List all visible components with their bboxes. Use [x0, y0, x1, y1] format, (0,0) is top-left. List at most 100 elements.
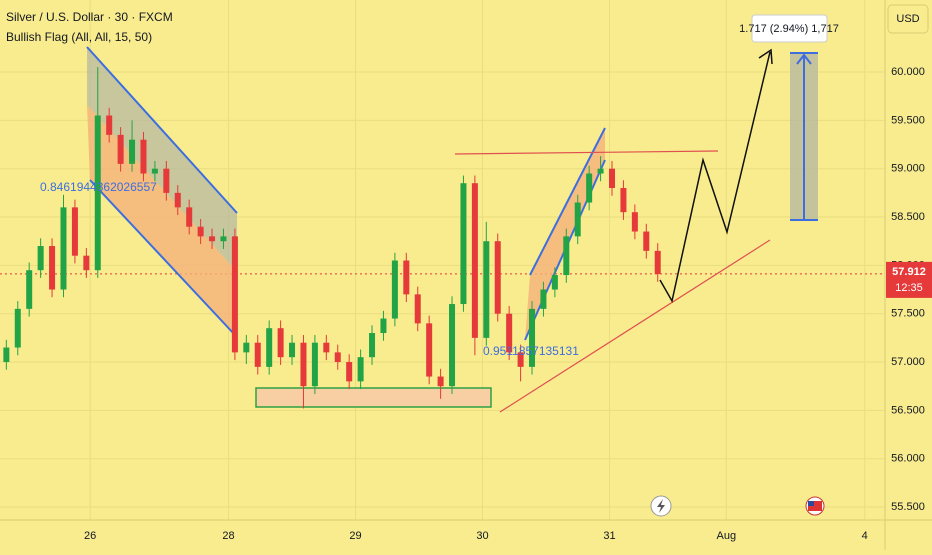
candle-body: [529, 308, 536, 367]
candle-body: [391, 260, 398, 319]
candle-body: [37, 246, 44, 271]
candle-body: [323, 342, 330, 353]
currency: USD: [896, 13, 919, 25]
candle-body: [586, 173, 593, 203]
candle-body: [71, 207, 78, 256]
candle-body: [26, 270, 33, 309]
candle-body: [483, 241, 490, 338]
candle-body: [517, 352, 524, 367]
y-tick-label: 59.500: [891, 114, 925, 126]
candle-body: [620, 188, 627, 213]
candle-body: [129, 139, 136, 164]
candle-body: [597, 168, 604, 174]
indicator-label: Bullish Flag (All, All, 15, 50): [6, 30, 152, 44]
x-tick-label: 30: [476, 530, 488, 542]
candle-body: [117, 134, 124, 164]
channel-line: [89, 179, 236, 336]
candle-body: [3, 347, 10, 363]
last-price-box: [886, 261, 932, 298]
candle-body: [140, 139, 147, 174]
candle-body: [60, 207, 67, 290]
candle-body: [163, 168, 170, 193]
candle-body: [460, 183, 467, 305]
candle-body: [94, 115, 101, 271]
x-tick-label: 26: [84, 530, 96, 542]
candle-body: [254, 342, 261, 367]
candle-body: [609, 168, 616, 189]
flag-icon-canton: [808, 501, 814, 506]
x-tick-label: 4: [862, 530, 868, 542]
y-tick-label: 57.500: [891, 308, 925, 320]
candle-body: [209, 236, 216, 242]
candle-body: [300, 342, 307, 387]
candle-body: [311, 342, 318, 387]
candle-body: [403, 260, 410, 295]
candle-body: [346, 362, 353, 382]
countdown: 12:35: [895, 282, 923, 294]
annotation: 0.9511857135131: [483, 344, 579, 358]
candle-body: [437, 376, 444, 387]
candle-body: [174, 192, 181, 208]
channel-line: [86, 46, 238, 214]
y-tick-label: 55.500: [891, 501, 925, 513]
candle-body: [289, 342, 296, 358]
candle-body: [414, 294, 421, 324]
candle-body: [186, 207, 193, 227]
y-tick-label: 59.000: [891, 163, 925, 175]
projection-path: [659, 51, 771, 304]
chart-title: Silver / U.S. Dollar · 30 · FXCM: [6, 10, 173, 24]
candle-body: [574, 202, 581, 237]
candle-body: [551, 275, 558, 290]
candle-body: [643, 231, 650, 251]
candle-body: [426, 323, 433, 377]
candle-body: [563, 236, 570, 276]
measure-label-box: [751, 14, 828, 43]
candle-body: [220, 236, 227, 242]
candle-body: [197, 226, 204, 237]
flag-icon-body: [808, 501, 822, 511]
candle-body: [231, 236, 238, 353]
candle-body: [540, 289, 547, 309]
candle-body: [449, 304, 456, 387]
x-tick-label: 31: [603, 530, 615, 542]
candle-body: [369, 333, 376, 358]
flag-lower: [87, 105, 237, 335]
measure-label: 1.717 (2.94%) 1,717: [739, 23, 839, 35]
trend-line: [499, 239, 771, 413]
candle-body: [83, 255, 90, 271]
candle-body: [277, 328, 284, 358]
y-tick-label: 57.000: [891, 356, 925, 368]
currency-box[interactable]: [887, 4, 929, 34]
candle-body: [151, 168, 158, 174]
last-price-label: 57.912: [892, 266, 926, 278]
candle-body: [266, 328, 273, 367]
candle-body: [654, 250, 661, 275]
candle-body: [380, 318, 387, 334]
x-tick-label: 28: [222, 530, 234, 542]
candle-body: [494, 241, 501, 314]
candle-body: [506, 313, 513, 353]
candle-body: [471, 183, 478, 338]
resistance-line: [454, 150, 719, 155]
y-tick-label: 56.500: [891, 404, 925, 416]
projection-arrow-head: [758, 48, 773, 65]
event-icon-bolt: [657, 499, 665, 513]
flag-upper: [87, 47, 237, 272]
measure-arrow-head: [796, 53, 812, 65]
x-tick-label: Aug: [716, 530, 736, 542]
candle-body: [106, 115, 113, 135]
y-tick-label: 58.500: [891, 211, 925, 223]
candle-body: [243, 342, 250, 353]
candle-body: [14, 308, 21, 348]
candle-body: [49, 246, 56, 290]
candle-body: [334, 352, 341, 363]
support-zone: [255, 387, 492, 408]
annotation: 0.8461944362026557: [40, 180, 157, 194]
candle-body: [631, 212, 638, 232]
y-tick-label: 56.000: [891, 453, 925, 465]
x-tick-label: 29: [349, 530, 361, 542]
y-tick-label: 60.000: [891, 66, 925, 78]
pole-fill: [525, 128, 605, 340]
